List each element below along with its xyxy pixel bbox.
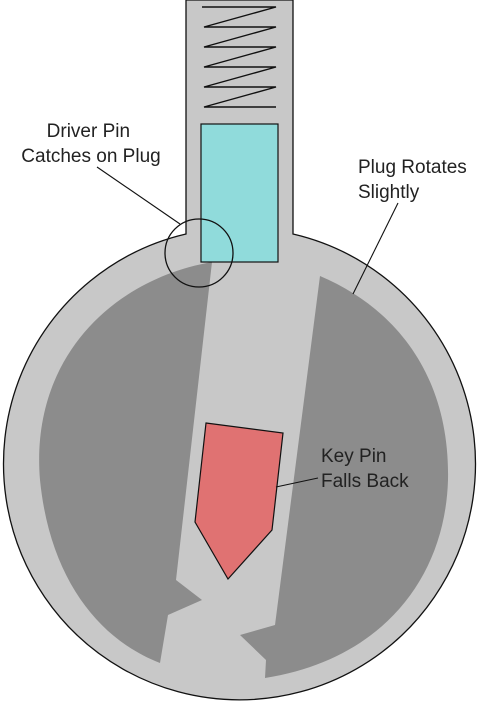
plug-left-half: [39, 262, 212, 663]
driver-pin-label-line2: Catches on Plug: [21, 146, 160, 167]
key-pin-label: Key Pin Falls Back: [321, 446, 409, 492]
driver-spring: [202, 6, 277, 108]
driver-pin-callout-line: [96, 166, 181, 225]
plug-rotates-label: Plug Rotates Slightly: [358, 157, 472, 203]
key-pin-label-line1: Key Pin: [321, 446, 386, 467]
key-pin-label-line2: Falls Back: [321, 471, 409, 492]
catch-highlight-circle: [164, 218, 234, 288]
key-pin: [194, 422, 284, 581]
driver-pin: [200, 123, 279, 263]
driver-pin-label: Driver Pin Catches on Plug: [21, 121, 160, 167]
plug-right-half: [240, 276, 449, 678]
driver-pin-label-line1: Driver Pin: [47, 121, 130, 142]
key-pin-callout-line: [275, 477, 319, 488]
plug-rotates-label-line2: Slightly: [358, 182, 420, 203]
plug-rotates-callout-line: [352, 202, 399, 295]
plug-rotates-label-line1: Plug Rotates: [358, 157, 467, 178]
